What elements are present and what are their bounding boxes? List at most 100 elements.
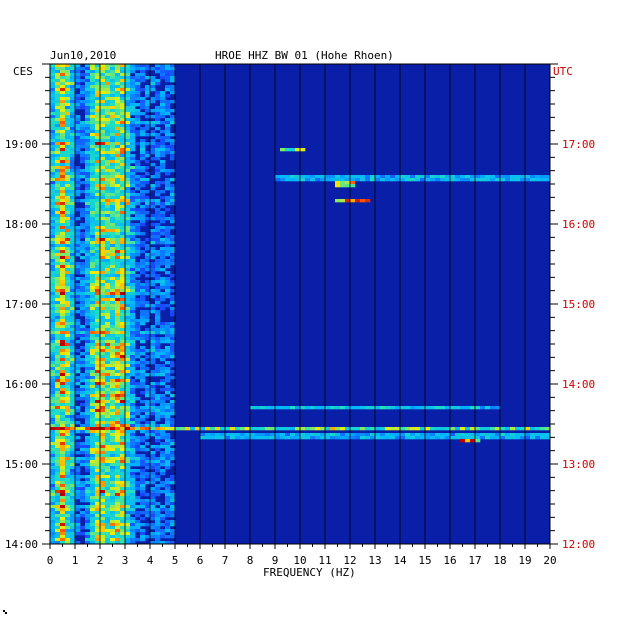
spectrogram-cell xyxy=(85,217,91,221)
spectrogram-cell xyxy=(295,175,301,179)
spectrogram-cell xyxy=(155,235,161,239)
spectrogram-cell xyxy=(110,421,116,425)
spectrogram-cell xyxy=(50,349,56,353)
spectrogram-cell xyxy=(420,433,426,437)
spectrogram-cell xyxy=(125,97,131,101)
spectrogram-cell xyxy=(55,403,61,407)
spectrogram-cell xyxy=(55,115,61,119)
spectrogram-cell xyxy=(100,310,106,314)
spectrogram-cell xyxy=(70,244,76,248)
spectrogram-cell xyxy=(65,301,71,305)
spectrogram-cell xyxy=(170,340,176,344)
spectrogram-cell xyxy=(155,370,161,374)
spectrogram-cell xyxy=(95,97,101,101)
spectrogram-cell xyxy=(125,175,131,179)
spectrogram-cell xyxy=(135,385,141,389)
spectrogram-cell xyxy=(90,70,96,74)
spectrogram-cell xyxy=(245,433,251,437)
spectrogram-cell xyxy=(50,220,56,224)
spectrogram-cell xyxy=(100,181,106,185)
spectrogram-cell xyxy=(160,445,166,449)
spectrogram-cell xyxy=(55,502,61,506)
spectrogram-cell xyxy=(70,85,76,89)
spectrogram-cell xyxy=(70,238,76,242)
spectrogram-cell xyxy=(405,436,411,440)
spectrogram-cell xyxy=(105,328,111,332)
spectrogram-cell xyxy=(75,529,81,533)
spectrogram-cell xyxy=(120,271,126,275)
spectrogram-cell xyxy=(60,448,66,452)
spectrogram-cell xyxy=(165,355,171,359)
spectrogram-cell xyxy=(70,289,76,293)
spectrogram-cell xyxy=(120,514,126,518)
spectrogram-cell xyxy=(125,340,131,344)
spectrogram-cell xyxy=(55,379,61,383)
spectrogram-cell xyxy=(130,202,136,206)
spectrogram-cell xyxy=(100,268,106,272)
spectrogram-cell xyxy=(75,124,81,128)
spectrogram-cell xyxy=(90,154,96,158)
spectrogram-cell xyxy=(50,331,56,335)
spectrogram-cell xyxy=(70,226,76,230)
spectrogram-cell xyxy=(135,268,141,272)
spectrogram-cell xyxy=(140,64,146,68)
spectrogram-cell xyxy=(70,460,76,464)
spectrogram-cell xyxy=(100,337,106,341)
spectrogram-cell xyxy=(155,538,161,542)
spectrogram-cell xyxy=(525,433,531,437)
spectrogram-cell xyxy=(155,226,161,230)
spectrogram-cell xyxy=(120,376,126,380)
spectrogram-cell xyxy=(65,412,71,416)
spectrogram-cell xyxy=(55,454,61,458)
spectrogram-cell xyxy=(85,88,91,92)
spectrogram-cell xyxy=(55,514,61,518)
spectrogram-cell xyxy=(90,178,96,182)
chart-date: Jun10,2010 xyxy=(50,49,116,62)
spectrogram-cell xyxy=(50,502,56,506)
spectrogram-cell xyxy=(125,367,131,371)
spectrogram-cell xyxy=(410,178,416,182)
spectrogram-cell xyxy=(170,337,176,341)
spectrogram-cell xyxy=(105,214,111,218)
spectrogram-cell xyxy=(115,187,121,191)
spectrogram-cell xyxy=(165,397,171,401)
spectrogram-cell xyxy=(115,256,121,260)
spectrogram-cell xyxy=(125,157,131,161)
spectrogram-cell xyxy=(65,199,71,203)
spectrogram-cell xyxy=(100,379,106,383)
spectrogram-cell xyxy=(155,82,161,86)
spectrogram-cell xyxy=(155,475,161,479)
left-time-tick-label: 17:00 xyxy=(5,298,38,311)
spectrogram-cell xyxy=(165,217,171,221)
spectrogram-cell xyxy=(145,124,151,128)
spectrogram-cell xyxy=(95,178,101,182)
spectrogram-cell xyxy=(65,370,71,374)
spectrogram-cell xyxy=(140,358,146,362)
spectrogram-cell xyxy=(155,511,161,515)
spectrogram-cell xyxy=(90,340,96,344)
spectrogram-cell xyxy=(80,100,86,104)
spectrogram-cell xyxy=(160,355,166,359)
spectrogram-cell xyxy=(145,280,151,284)
spectrogram-cell xyxy=(65,277,71,281)
spectrogram-cell xyxy=(85,388,91,392)
spectrogram-cell xyxy=(95,313,101,317)
spectrogram-cell xyxy=(390,178,396,182)
spectrogram-cell xyxy=(105,304,111,308)
spectrogram-cell xyxy=(70,265,76,269)
spectrogram-cell xyxy=(70,133,76,137)
spectrogram-cell xyxy=(115,178,121,182)
spectrogram-cell xyxy=(380,178,386,182)
spectrogram-cell xyxy=(100,361,106,365)
spectrogram-cell xyxy=(75,118,81,122)
spectrogram-cell xyxy=(60,469,66,473)
spectrogram-cell xyxy=(90,490,96,494)
spectrogram-cell xyxy=(140,493,146,497)
spectrogram-cell xyxy=(135,529,141,533)
spectrogram-cell xyxy=(125,382,131,386)
spectrogram-cell xyxy=(55,109,61,113)
spectrogram-cell xyxy=(320,406,326,410)
spectrogram-cell xyxy=(90,325,96,329)
spectrogram-cell xyxy=(130,436,136,440)
spectrogram-cell xyxy=(125,202,131,206)
